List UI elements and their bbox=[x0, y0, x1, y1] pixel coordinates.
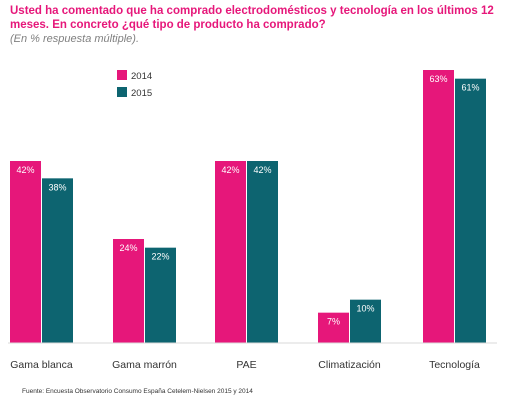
value-label-2015-2: 42% bbox=[253, 165, 271, 175]
bar-2015-1 bbox=[145, 247, 176, 343]
value-label-2014-1: 24% bbox=[119, 243, 137, 253]
bar-2014-0 bbox=[10, 161, 41, 343]
legend: 2014 2015 bbox=[117, 70, 152, 99]
bar-2015-4 bbox=[455, 78, 486, 344]
chart-title: Usted ha comentado que ha comprado elect… bbox=[10, 5, 494, 31]
legend-swatch-2015 bbox=[117, 87, 127, 97]
value-label-2015-1: 22% bbox=[151, 252, 169, 262]
bar-2014-1 bbox=[113, 239, 144, 343]
bar-2015-2 bbox=[247, 161, 278, 343]
category-label-2: PAE bbox=[236, 359, 256, 371]
bar-2014-2 bbox=[215, 161, 246, 343]
category-label-3: Climatización bbox=[318, 359, 381, 371]
category-label-1: Gama marrón bbox=[112, 359, 177, 371]
bar-2015-0 bbox=[42, 178, 73, 343]
bars-group bbox=[10, 70, 486, 344]
bar-2014-4 bbox=[423, 70, 454, 343]
category-labels-group: Gama blanca Gama marrón PAE Climatización Te… bbox=[10, 359, 480, 371]
value-labels-group: 42% 38% 24% 22% 42% 42% 7% 10% 63% 61% bbox=[16, 74, 479, 327]
legend-label-2014: 2014 bbox=[131, 71, 152, 82]
value-label-2014-0: 42% bbox=[16, 165, 34, 175]
chart-subtitle: (En % respuesta múltiple). bbox=[10, 33, 139, 45]
legend-swatch-2014 bbox=[117, 70, 127, 80]
value-label-2014-3: 7% bbox=[327, 317, 340, 327]
value-label-2015-0: 38% bbox=[48, 182, 66, 192]
category-label-0: Gama blanca bbox=[10, 359, 73, 371]
legend-label-2015: 2015 bbox=[131, 88, 152, 99]
category-label-4: Tecnología bbox=[429, 359, 480, 371]
source-note: Fuente: Encuesta Observatorio Consumo Es… bbox=[22, 388, 253, 395]
value-label-2014-2: 42% bbox=[221, 165, 239, 175]
value-label-2014-4: 63% bbox=[429, 74, 447, 84]
bar-2014-3 bbox=[318, 312, 349, 343]
bar-2015-3 bbox=[350, 299, 381, 343]
value-label-2015-3: 10% bbox=[356, 304, 374, 314]
value-label-2015-4: 61% bbox=[461, 83, 479, 93]
